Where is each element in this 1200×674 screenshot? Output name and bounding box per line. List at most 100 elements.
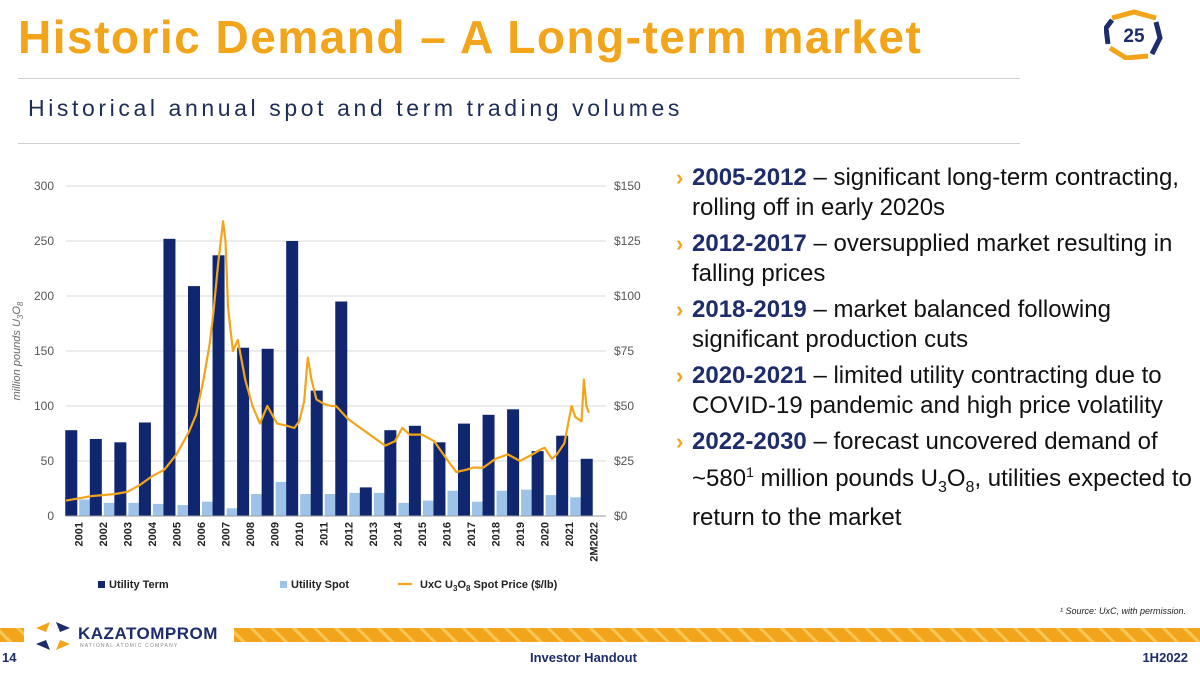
bar-utility-term bbox=[507, 409, 520, 516]
bullet-years: 2022-2030 bbox=[692, 428, 807, 455]
bar-utility-spot bbox=[324, 494, 337, 516]
chevron-right-icon: › bbox=[676, 297, 684, 322]
x-tick-label: 2017 bbox=[466, 522, 478, 546]
bullet-item: › 2005-2012 – significant long-term cont… bbox=[672, 163, 1192, 223]
trading-volume-chart: 0 $0 50 $25 100 $50 150 $75 200 $100 250 $125 300 $15… bbox=[11, 179, 641, 593]
subscript: 3 bbox=[937, 478, 947, 496]
bar-utility-term bbox=[580, 458, 593, 516]
x-tick-label: 2018 bbox=[491, 522, 503, 546]
bullet-item: › 2018-2019 – market balanced following … bbox=[672, 295, 1192, 355]
x-tick-label: 2001 bbox=[73, 522, 85, 546]
x-tick-label: 2003 bbox=[122, 522, 134, 546]
bullet-years: 2012-2017 bbox=[692, 230, 807, 257]
bullet-text: O bbox=[946, 465, 966, 492]
subtitle-divider bbox=[18, 143, 1020, 144]
x-tick-label: 2007 bbox=[221, 522, 233, 546]
y-tick-label: 100 bbox=[34, 399, 54, 413]
bar-utility-term bbox=[65, 430, 78, 516]
company-logo: KAZATOMPROM NATIONAL ATOMIC COMPANY bbox=[24, 618, 234, 654]
title-divider bbox=[18, 78, 1020, 79]
x-tick-label: 2011 bbox=[319, 522, 331, 546]
bar-utility-term bbox=[163, 238, 176, 517]
bar-utility-spot bbox=[128, 502, 141, 516]
legend-swatch-term bbox=[98, 581, 105, 588]
bullet-text: – oversupplied market resulting in falli… bbox=[692, 230, 1173, 287]
bullet-text: , utilities expected to return to the ma… bbox=[692, 465, 1192, 531]
bar-utility-spot bbox=[349, 492, 362, 516]
chevron-right-icon: › bbox=[676, 363, 684, 388]
bar-utility-spot bbox=[251, 494, 264, 516]
bar-utility-spot bbox=[373, 492, 386, 516]
x-tick-label: 2010 bbox=[294, 522, 306, 546]
bar-utility-spot bbox=[447, 490, 460, 516]
anniversary-25-badge: 25 bbox=[1104, 9, 1163, 60]
footer-title: Investor Handout bbox=[530, 650, 637, 665]
bar-utility-spot bbox=[202, 501, 214, 516]
bar-utility-term bbox=[89, 439, 102, 516]
y-tick-label: 300 bbox=[34, 179, 54, 193]
legend-label-price: UxC U3O8 Spot Price ($/lb) bbox=[420, 579, 558, 593]
bar-utility-term bbox=[114, 442, 127, 516]
x-tick-label: 2008 bbox=[245, 522, 257, 546]
y-tick-label: 50 bbox=[41, 454, 55, 468]
x-tick-label: 2020 bbox=[540, 522, 552, 546]
bar-utility-term bbox=[138, 422, 151, 516]
bar-utility-spot bbox=[226, 508, 239, 516]
x-tick-label: 2021 bbox=[564, 522, 576, 546]
bullet-text: million pounds U bbox=[753, 465, 938, 492]
x-tick-label: 2005 bbox=[171, 522, 183, 546]
y2-tick-label: $50 bbox=[614, 399, 634, 413]
bar-utility-term bbox=[310, 390, 323, 516]
x-tick-label: 2012 bbox=[343, 522, 355, 546]
x-tick-label: 2M2022 bbox=[589, 522, 601, 562]
x-tick-label: 2019 bbox=[515, 522, 527, 546]
bullet-text: – limited utility contracting due to COV… bbox=[692, 362, 1163, 419]
bullet-item: › 2020-2021 – limited utility contractin… bbox=[672, 361, 1192, 421]
y-axis-label: million pounds U3O8 bbox=[11, 301, 25, 400]
bar-utility-term bbox=[384, 430, 397, 516]
source-footnote: ¹ Source: UxC, with permission. bbox=[1059, 606, 1186, 616]
bar-utility-term bbox=[188, 286, 200, 516]
legend-swatch-spot bbox=[280, 581, 287, 588]
footnote-ref: 1 bbox=[746, 464, 754, 480]
bar-utility-spot bbox=[398, 502, 411, 516]
page-number: 14 bbox=[2, 650, 17, 665]
bar-utility-term bbox=[359, 487, 372, 516]
y2-tick-label: $125 bbox=[614, 234, 641, 248]
x-tick-label: 2002 bbox=[98, 522, 110, 546]
y-tick-label: 0 bbox=[47, 509, 54, 523]
chevron-right-icon: › bbox=[676, 231, 684, 256]
bar-utility-spot bbox=[570, 497, 583, 516]
legend-label-term: Utility Term bbox=[109, 579, 169, 591]
bullet-item: › 2022-2030 – forecast uncovered demand … bbox=[672, 427, 1192, 533]
bullet-years: 2020-2021 bbox=[692, 362, 807, 389]
company-name: KAZATOMPROM bbox=[78, 624, 218, 643]
bar-utility-term bbox=[482, 414, 495, 516]
bar-utility-term bbox=[261, 348, 274, 516]
chevron-right-icon: › bbox=[676, 429, 684, 454]
footer-period: 1H2022 bbox=[1142, 650, 1188, 665]
bar-utility-spot bbox=[300, 494, 313, 516]
y-tick-label: 250 bbox=[34, 234, 54, 248]
bar-utility-spot bbox=[103, 502, 116, 516]
bar-utility-spot bbox=[79, 499, 92, 516]
bar-utility-term bbox=[556, 435, 569, 516]
company-subtitle: NATIONAL ATOMIC COMPANY bbox=[80, 643, 179, 649]
legend-label-spot: Utility Spot bbox=[291, 579, 349, 591]
x-tick-label: 2009 bbox=[270, 522, 282, 546]
y2-tick-label: $75 bbox=[614, 344, 634, 358]
footer-stripe bbox=[0, 628, 1200, 642]
bullet-item: › 2012-2017 – oversupplied market result… bbox=[672, 229, 1192, 289]
series-line-spot-price bbox=[65, 220, 590, 502]
chart-subtitle: Historical annual spot and term trading … bbox=[28, 95, 683, 121]
x-tick-label: 2013 bbox=[368, 522, 380, 546]
bar-utility-spot bbox=[152, 503, 165, 516]
x-tick-label: 2004 bbox=[147, 521, 159, 546]
bar-utility-term bbox=[237, 347, 250, 516]
y2-tick-label: $25 bbox=[614, 454, 634, 468]
bar-utility-term bbox=[531, 451, 544, 516]
bullet-years: 2005-2012 bbox=[692, 164, 807, 191]
y-tick-label: 200 bbox=[34, 289, 54, 303]
key-periods-list: › 2005-2012 – significant long-term cont… bbox=[672, 163, 1192, 539]
bar-utility-term bbox=[286, 241, 299, 516]
